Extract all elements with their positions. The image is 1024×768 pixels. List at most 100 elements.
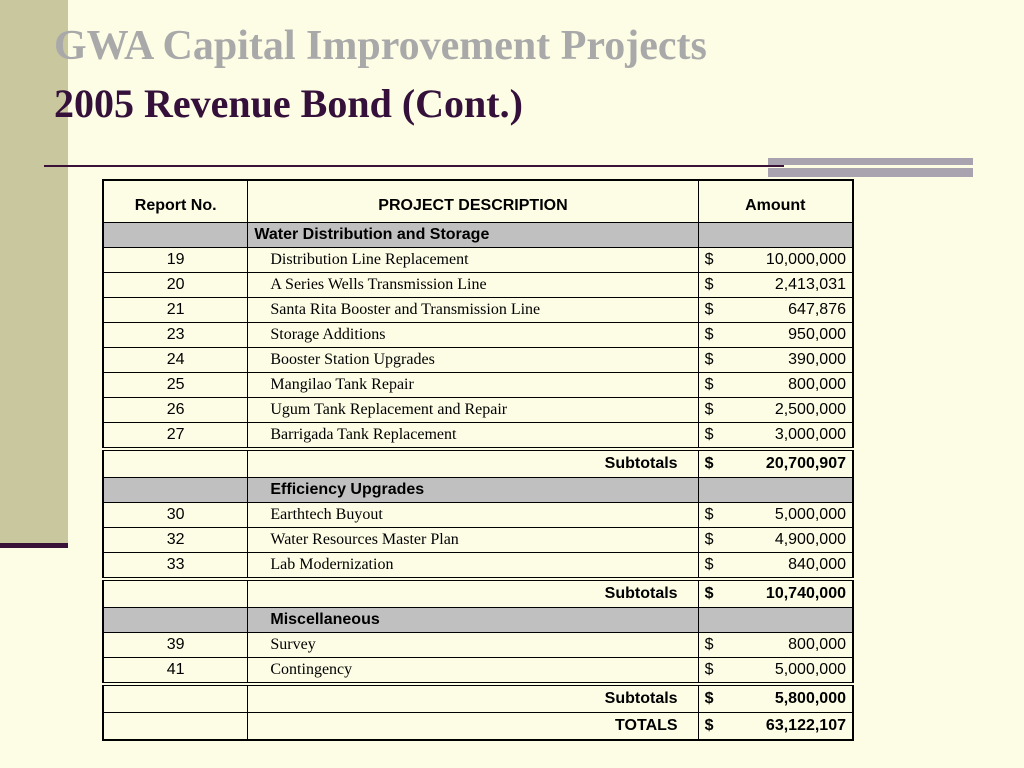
subtotal-report-cell (102, 447, 249, 478)
table-row: 32 Water Resources Master Plan $4,900,00… (102, 527, 854, 553)
section-header-row: Water Distribution and Storage (102, 222, 854, 248)
subtotal-amount-cell: $20,700,907 (697, 447, 854, 478)
project-description: A Series Wells Transmission Line (247, 272, 699, 298)
section-name: Miscellaneous (247, 607, 699, 633)
section-header-row: Miscellaneous (102, 607, 854, 633)
report-no: 25 (102, 372, 249, 398)
header-project-description: PROJECT DESCRIPTION (247, 179, 699, 223)
subtotal-report-cell (102, 682, 249, 713)
subtotal-amount-cell: $10,740,000 (697, 577, 854, 608)
project-description: Survey (247, 632, 699, 658)
side-accent-line (0, 543, 68, 548)
table-row: 41 Contingency $5,000,000 (102, 657, 854, 685)
report-no: 32 (102, 527, 249, 553)
amount-value: 5,000,000 (774, 506, 846, 523)
section-name: Efficiency Upgrades (247, 477, 699, 503)
slide-title: GWA Capital Improvement Projects (54, 23, 707, 69)
currency-symbol: $ (704, 717, 714, 734)
currency-symbol: $ (704, 276, 714, 293)
table-row: 25 Mangilao Tank Repair $800,000 (102, 372, 854, 398)
report-no: 20 (102, 272, 249, 298)
amount-cell: $4,900,000 (697, 527, 854, 553)
amount-value: 800,000 (788, 636, 846, 653)
report-no: 21 (102, 297, 249, 323)
subtotal-label: Subtotals (247, 577, 699, 608)
currency-symbol: $ (704, 690, 714, 707)
totals-report-cell (102, 712, 249, 741)
section-header-row: Efficiency Upgrades (102, 477, 854, 503)
amount-cell: $5,000,000 (697, 502, 854, 528)
amount-value: 2,500,000 (774, 401, 846, 418)
amount-cell: $647,876 (697, 297, 854, 323)
project-description: Contingency (247, 657, 699, 685)
amount-value: 2,413,031 (774, 276, 846, 293)
subtotal-label: Subtotals (247, 682, 699, 713)
amount-value: 647,876 (788, 301, 846, 318)
amount-cell: $2,413,031 (697, 272, 854, 298)
table-row: 20 A Series Wells Transmission Line $2,4… (102, 272, 854, 298)
currency-symbol: $ (704, 301, 714, 318)
section-report-cell (102, 607, 249, 633)
amount-cell: $5,000,000 (697, 657, 854, 685)
subtotal-row: Subtotals $10,740,000 (102, 577, 854, 608)
decorative-bar-top (768, 158, 973, 165)
section-report-cell (102, 222, 249, 248)
section-name: Water Distribution and Storage (247, 222, 699, 248)
subtotal-row: Subtotals $5,800,000 (102, 682, 854, 713)
amount-cell: $2,500,000 (697, 397, 854, 423)
project-description: Ugum Tank Replacement and Repair (247, 397, 699, 423)
slide-subtitle: 2005 Revenue Bond (Cont.) (54, 81, 523, 126)
section-report-cell (102, 477, 249, 503)
project-description: Barrigada Tank Replacement (247, 422, 699, 450)
currency-symbol: $ (704, 401, 714, 418)
subtotal-label: Subtotals (247, 447, 699, 478)
project-description: Mangilao Tank Repair (247, 372, 699, 398)
table-row: 39 Survey $800,000 (102, 632, 854, 658)
amount-cell: $3,000,000 (697, 422, 854, 450)
table-row: 23 Storage Additions $950,000 (102, 322, 854, 348)
amount-value: 390,000 (788, 351, 846, 368)
table-row: 27 Barrigada Tank Replacement $3,000,000 (102, 422, 854, 450)
amount-value: 950,000 (788, 326, 846, 343)
amount-cell: $10,000,000 (697, 247, 854, 273)
report-no: 39 (102, 632, 249, 658)
amount-cell: $390,000 (697, 347, 854, 373)
totals-amount-cell: $63,122,107 (697, 712, 854, 741)
table-row: 33 Lab Modernization $840,000 (102, 552, 854, 580)
header-amount: Amount (697, 179, 854, 223)
currency-symbol: $ (704, 636, 714, 653)
amount-value: 4,900,000 (774, 531, 846, 548)
totals-row: TOTALS $63,122,107 (102, 712, 854, 741)
currency-symbol: $ (704, 506, 714, 523)
amount-value: 800,000 (788, 376, 846, 393)
amount-cell: $800,000 (697, 632, 854, 658)
subtotal-value: 5,800,000 (774, 690, 846, 707)
amount-value: 840,000 (788, 556, 846, 573)
table-body: Water Distribution and Storage 19 Distri… (102, 222, 854, 741)
amount-value: 5,000,000 (774, 661, 846, 678)
totals-value: 63,122,107 (765, 717, 846, 734)
amount-cell: $840,000 (697, 552, 854, 580)
subtotal-row: Subtotals $20,700,907 (102, 447, 854, 478)
project-description: Water Resources Master Plan (247, 527, 699, 553)
subtotal-value: 10,740,000 (765, 585, 846, 602)
report-no: 24 (102, 347, 249, 373)
currency-symbol: $ (704, 556, 714, 573)
currency-symbol: $ (704, 455, 714, 472)
currency-symbol: $ (704, 661, 714, 678)
section-amount-cell (697, 477, 854, 503)
currency-symbol: $ (704, 326, 714, 343)
totals-label: TOTALS (247, 712, 699, 741)
report-no: 33 (102, 552, 249, 580)
report-no: 41 (102, 657, 249, 685)
amount-value: 10,000,000 (765, 251, 846, 268)
subtotal-amount-cell: $5,800,000 (697, 682, 854, 713)
currency-symbol: $ (704, 351, 714, 368)
project-description: Storage Additions (247, 322, 699, 348)
project-description: Earthtech Buyout (247, 502, 699, 528)
report-no: 27 (102, 422, 249, 450)
table-header-row: Report No. PROJECT DESCRIPTION Amount (102, 179, 854, 223)
currency-symbol: $ (704, 251, 714, 268)
project-description: Booster Station Upgrades (247, 347, 699, 373)
report-no: 30 (102, 502, 249, 528)
